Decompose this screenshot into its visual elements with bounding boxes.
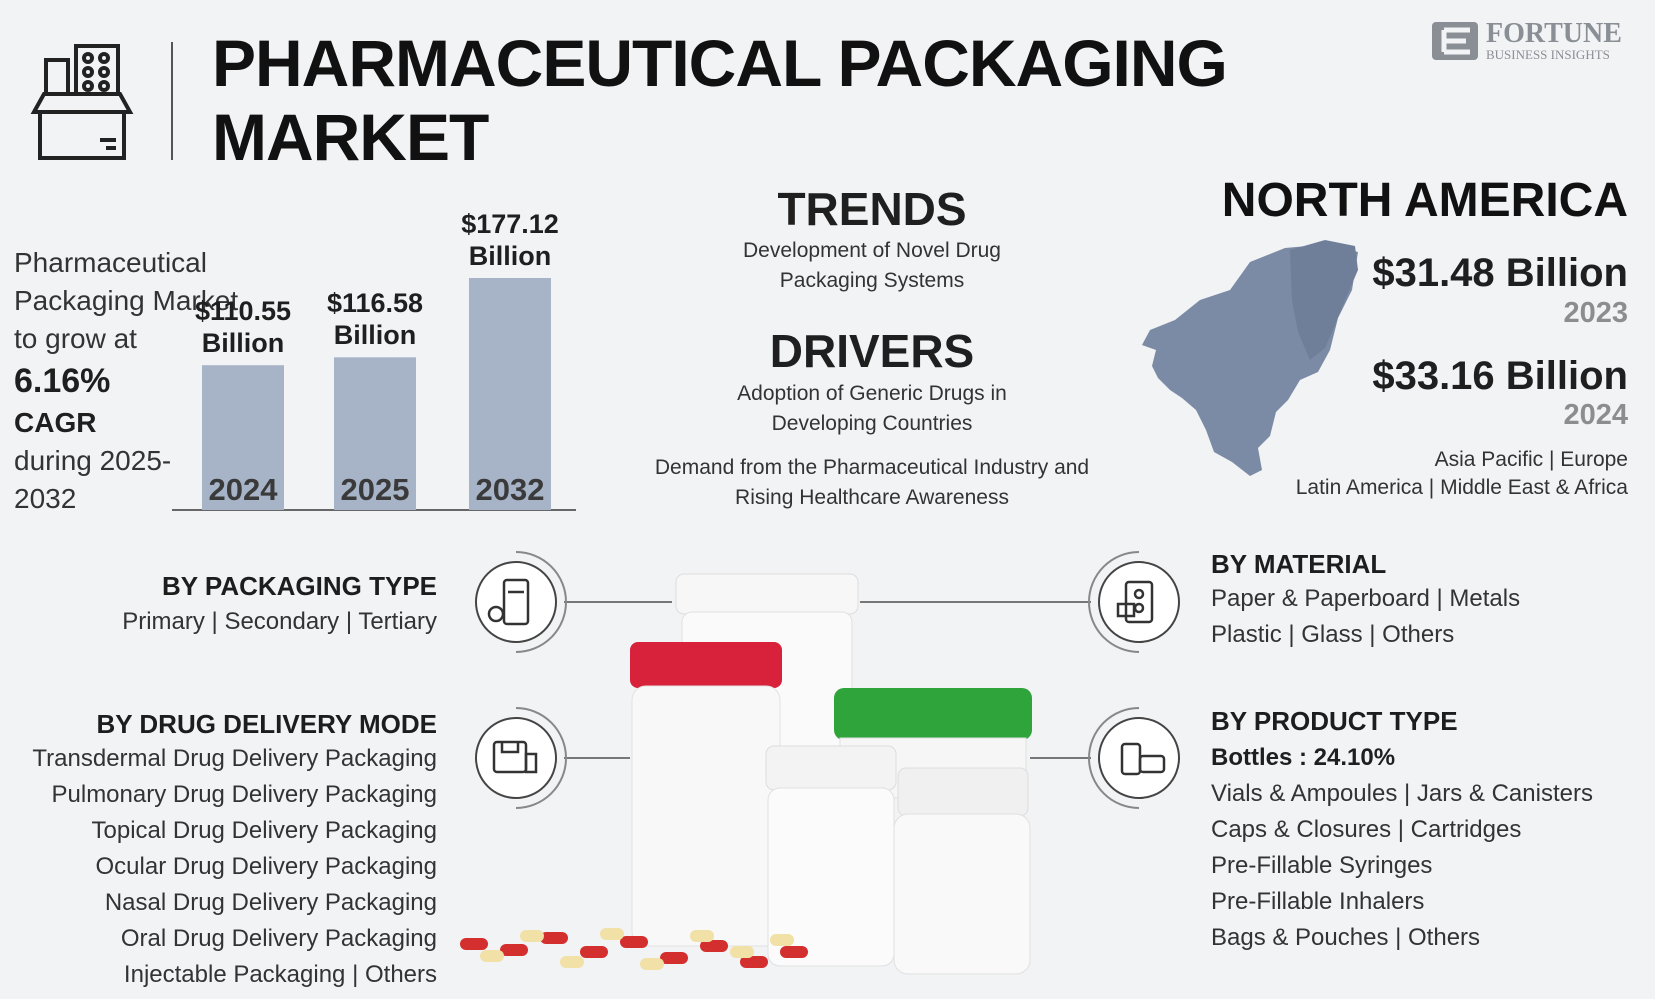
segment-item: Primary | Secondary | Tertiary: [122, 608, 437, 635]
header-icon: [30, 44, 134, 160]
region-year: 2023: [1563, 297, 1628, 329]
region-value: $31.48 Billion: [1372, 251, 1628, 295]
product-image: [460, 573, 1032, 975]
segment-title: BY MATERIAL: [1211, 549, 1387, 579]
other-regions: Latin America | Middle East & Africa: [1295, 476, 1628, 499]
category-label: 2032: [476, 472, 545, 507]
trends-text: Development of Novel Drug Packaging Syst…: [743, 239, 1001, 292]
icon-glyphs: [487, 578, 1166, 776]
segment-item: Bags & Pouches | Others: [1211, 924, 1481, 951]
region-year: 2024: [1563, 399, 1628, 431]
category-label: 2024: [209, 472, 279, 507]
growth-intro: Pharmaceutical Packaging Market to grow …: [14, 247, 239, 354]
segment-item: Nasal Drug Delivery Packaging: [104, 889, 437, 916]
bar: [334, 357, 416, 510]
driver: Adoption of Generic Drugs in Developing …: [737, 382, 1007, 435]
region-title: NORTH AMERICA: [1221, 174, 1628, 227]
segment-item: Pre-Fillable Inhalers: [1211, 888, 1425, 915]
segment-title: BY PRODUCT TYPE: [1211, 706, 1458, 736]
growth-label: CAGR: [14, 407, 97, 438]
category-label: 2025: [341, 472, 410, 507]
value-label: $116.58 Billion: [326, 288, 424, 351]
brand: FORTUNE: [1486, 18, 1622, 49]
segment-item: Topical Drug Delivery Packaging: [91, 817, 438, 844]
segment-title: BY PACKAGING TYPE: [162, 571, 437, 601]
segment-item: Vials & Ampoules | Jars & Canisters: [1211, 780, 1593, 807]
icon-rings: [515, 551, 1140, 809]
segment-item: Plastic | Glass | Others: [1211, 621, 1455, 648]
value-label: $110.55 Billion: [194, 296, 292, 359]
connectors: [564, 601, 1091, 759]
driver: Demand from the Pharmaceutical Industry …: [654, 456, 1090, 509]
logo-mark: [1432, 22, 1478, 60]
segment-item: Paper & Paperboard | Metals: [1211, 585, 1521, 612]
bar-chart: 2024 2025 2032: [202, 278, 551, 510]
segment-item: Oral Drug Delivery Packaging: [120, 925, 437, 952]
trends-title: TRENDS: [777, 183, 967, 235]
segment-item: Caps & Closures | Cartridges: [1211, 816, 1522, 843]
segment-item: Pre-Fillable Syringes: [1211, 852, 1433, 879]
growth-period: during 2025-2032: [14, 445, 172, 514]
bar: [202, 365, 284, 510]
segment-item: Injectable Packaging | Others: [123, 961, 437, 988]
growth-rate: 6.16%: [14, 362, 111, 400]
map-greenland: [1290, 240, 1358, 360]
segment-item: Transdermal Drug Delivery Packaging: [32, 745, 437, 772]
brand-sub: BUSINESS INSIGHTS: [1486, 47, 1610, 62]
value-label: $177.12 Billion: [461, 209, 559, 271]
other-regions: Asia Pacific | Europe: [1434, 448, 1628, 471]
drivers-title: DRIVERS: [769, 325, 975, 377]
segment-highlight: Bottles : 24.10%: [1211, 744, 1396, 771]
segment-item: Pulmonary Drug Delivery Packaging: [51, 781, 438, 808]
segment-item: Ocular Drug Delivery Packaging: [95, 853, 437, 880]
bar: [469, 278, 551, 510]
segment-title: BY DRUG DELIVERY MODE: [96, 709, 437, 739]
region-value: $33.16 Billion: [1372, 354, 1628, 398]
title: PHARMACEUTICAL PACKAGING MARKET: [212, 26, 1228, 174]
